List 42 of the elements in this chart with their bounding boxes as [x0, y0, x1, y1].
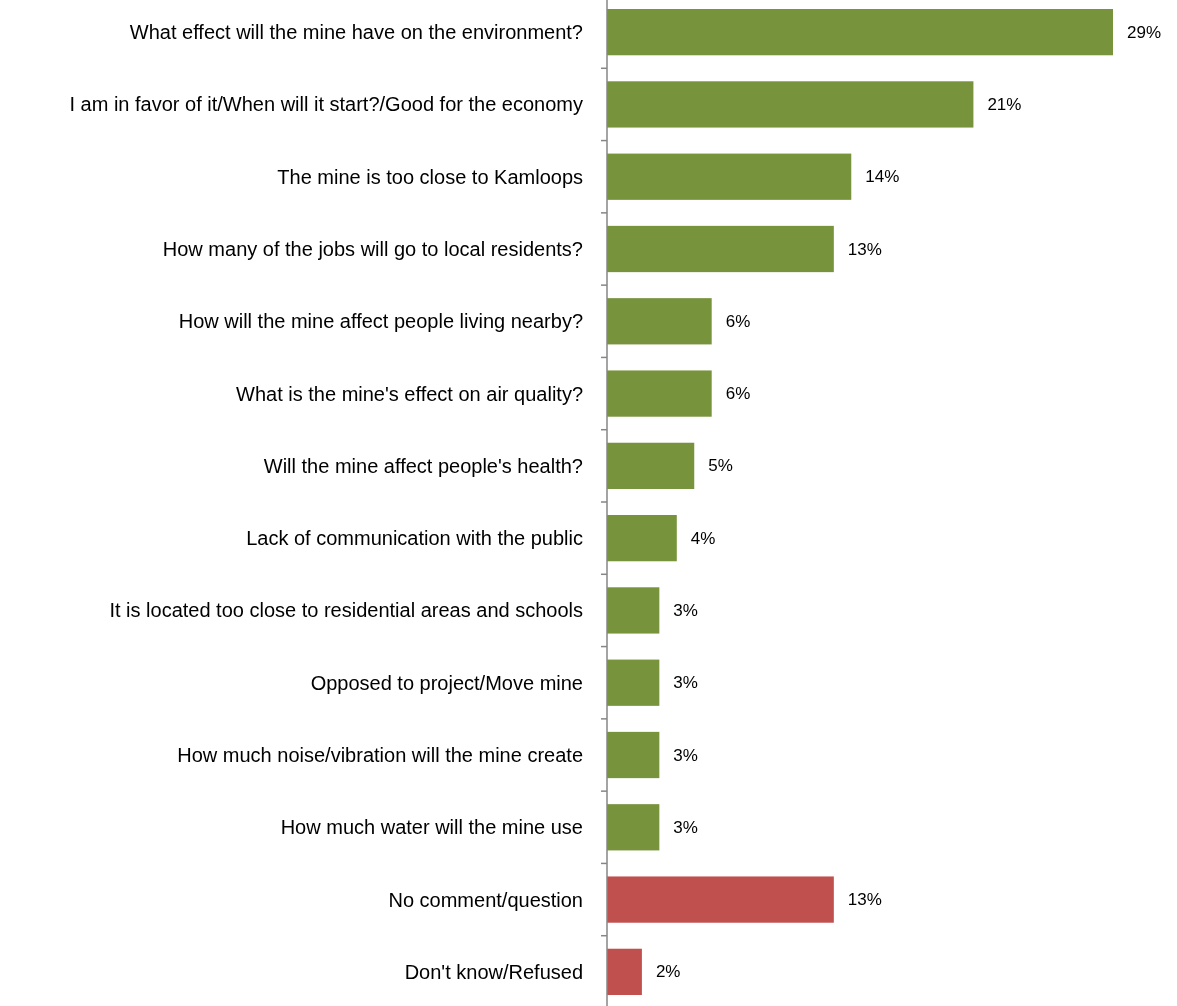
- bar: [607, 731, 660, 779]
- data-label: 6%: [725, 384, 751, 404]
- bar: [607, 81, 974, 128]
- data-label: 5%: [708, 456, 733, 476]
- y-tick-label: Opposed to project/Move mine: [310, 671, 583, 694]
- y-tick-label: Will the mine affect people's health?: [263, 454, 583, 477]
- data-label: 3%: [673, 745, 698, 765]
- y-tick-label: How will the mine affect people living nearby?: [178, 310, 583, 333]
- bar: [607, 298, 712, 345]
- y-tick-label: What effect will the mine have on the environment?: [129, 21, 583, 44]
- bar: [607, 659, 660, 706]
- y-tick-label: I am in favor of it/When will it start?/Good for the economy: [69, 93, 583, 116]
- y-tick-label: Lack of communication with the public: [246, 527, 583, 550]
- data-label: 14%: [865, 167, 900, 187]
- data-label: 21%: [987, 94, 1022, 114]
- y-tick-label: How much water will the mine use: [280, 816, 583, 839]
- bar: [607, 442, 695, 489]
- bar: [607, 948, 642, 995]
- data-label: 3%: [673, 600, 698, 620]
- data-label: 3%: [673, 817, 698, 837]
- bar: [607, 515, 677, 562]
- y-tick-label: How much noise/vibration will the mine create: [177, 744, 583, 766]
- y-tick-label: Don't know/Refused: [404, 960, 583, 983]
- data-label: 13%: [847, 239, 882, 259]
- y-tick-label: What is the mine's effect on air quality?: [236, 382, 583, 405]
- y-tick-label: How many of the jobs will go to local residents?: [162, 238, 583, 260]
- bar: [607, 370, 712, 417]
- data-label: 2%: [655, 962, 681, 982]
- y-tick-label: The mine is too close to Kamloops: [277, 165, 583, 188]
- bar: [607, 587, 660, 634]
- bar: [607, 9, 1113, 56]
- bar: [607, 876, 834, 923]
- data-label: 29%: [1127, 22, 1162, 42]
- bar: [607, 153, 852, 200]
- data-label: 6%: [725, 311, 751, 331]
- y-tick-label: No comment/question: [388, 888, 583, 911]
- data-label: 13%: [847, 890, 882, 910]
- data-label: 4%: [690, 528, 716, 548]
- bar: [607, 225, 834, 273]
- y-tick-label: It is located too close to residential areas and schools: [109, 599, 583, 622]
- data-label: 3%: [673, 673, 698, 693]
- bar: [607, 804, 660, 851]
